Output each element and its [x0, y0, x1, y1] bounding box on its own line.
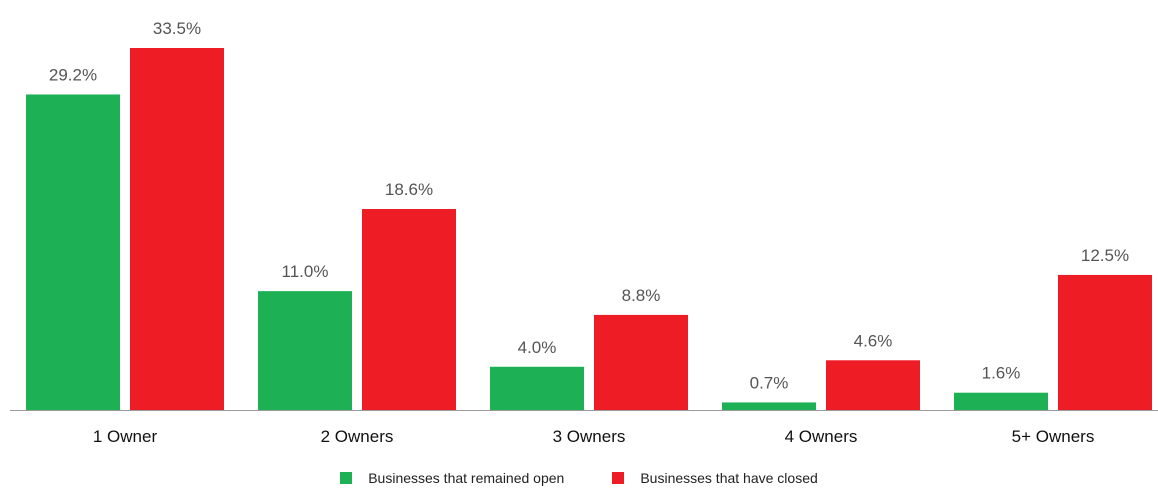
data-label-open-4: 0.7% [750, 373, 789, 392]
data-label-closed-3: 8.8% [622, 286, 661, 305]
legend-label-closed: Businesses that have closed [640, 470, 818, 486]
bar-closed-4 [826, 360, 920, 410]
data-label-closed-5: 12.5% [1081, 246, 1129, 265]
category-label-4: 4 Owners [785, 427, 858, 446]
data-label-closed-1: 33.5% [153, 19, 201, 38]
bar-closed-2 [362, 209, 456, 410]
category-label-2: 2 Owners [321, 427, 394, 446]
data-label-open-2: 11.0% [282, 262, 329, 281]
data-label-open-3: 4.0% [518, 338, 557, 357]
bar-open-1 [26, 94, 120, 411]
category-label-5: 5+ Owners [1012, 427, 1095, 446]
bar-open-5 [954, 392, 1048, 410]
legend: Businesses that remained open Businesses… [0, 470, 1158, 486]
data-label-closed-4: 4.6% [854, 331, 893, 350]
bar-open-4 [722, 402, 816, 410]
legend-item-closed: Businesses that have closed [612, 470, 818, 486]
data-label-open-1: 29.2% [49, 65, 97, 84]
legend-swatch-open [340, 472, 353, 484]
category-label-1: 1 Owner [93, 427, 158, 446]
bar-chart: 29.2% 33.5% 1 Owner 11.0% 18.6% 2 Owners 4.0% 8… [10, 19, 1158, 446]
bar-closed-1 [130, 48, 224, 410]
bar-closed-3 [594, 314, 688, 410]
data-label-open-5: 1.6% [982, 364, 1021, 383]
category-label-3: 3 Owners [553, 427, 626, 446]
bar-closed-5 [1058, 274, 1152, 410]
bar-open-3 [490, 366, 584, 410]
legend-label-open: Businesses that remained open [368, 470, 565, 486]
legend-swatch-closed [612, 472, 625, 484]
bar-open-2 [258, 291, 352, 410]
legend-item-open: Businesses that remained open [340, 470, 564, 486]
data-label-closed-2: 18.6% [385, 180, 433, 199]
